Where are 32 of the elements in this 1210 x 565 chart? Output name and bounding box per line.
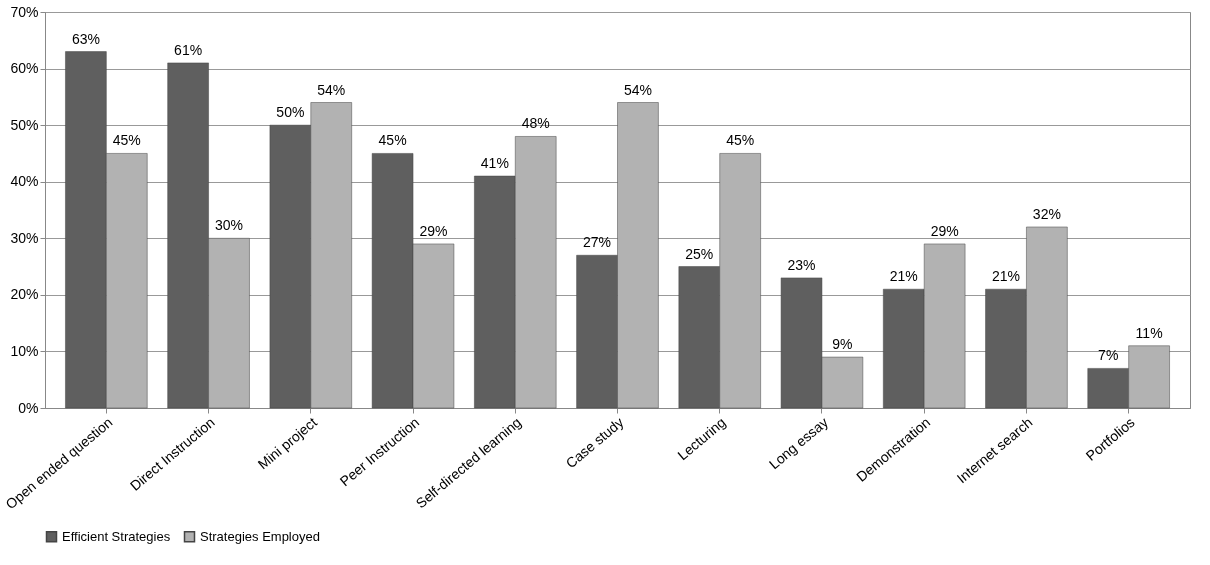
data-label: 32% <box>1032 205 1061 222</box>
data-label: 41% <box>480 155 509 172</box>
y-tick-label: 10% <box>10 342 39 359</box>
data-label: 23% <box>787 256 816 273</box>
data-label: 30% <box>215 217 244 234</box>
data-label: 25% <box>685 245 714 262</box>
data-label: 21% <box>991 268 1020 285</box>
data-label: 21% <box>889 268 918 285</box>
data-label: 45% <box>112 132 141 149</box>
y-tick-label: 20% <box>10 286 39 303</box>
y-tick-label: 0% <box>18 399 39 416</box>
data-label: 7% <box>1098 347 1119 364</box>
data-label: 9% <box>832 336 853 353</box>
data-label: 48% <box>521 115 550 132</box>
y-tick-label: 40% <box>10 173 39 190</box>
legend-label: Efficient Strategies <box>62 528 171 544</box>
legend-label: Strategies Employed <box>200 528 320 544</box>
data-label: 63% <box>71 30 100 47</box>
data-label: 11% <box>1135 324 1163 341</box>
data-label: 54% <box>317 81 346 98</box>
data-label: 45% <box>726 132 755 149</box>
y-tick-label: 70% <box>10 3 39 20</box>
data-label: 29% <box>930 222 959 239</box>
y-tick-label: 30% <box>10 229 39 246</box>
y-tick-label: 60% <box>10 60 39 77</box>
data-label: 61% <box>174 41 203 58</box>
y-tick-label: 50% <box>10 116 39 133</box>
data-label: 50% <box>276 104 305 121</box>
data-label: 45% <box>378 132 407 149</box>
data-label: 54% <box>623 81 652 98</box>
data-label: 29% <box>419 222 448 239</box>
data-label: 27% <box>583 234 612 251</box>
